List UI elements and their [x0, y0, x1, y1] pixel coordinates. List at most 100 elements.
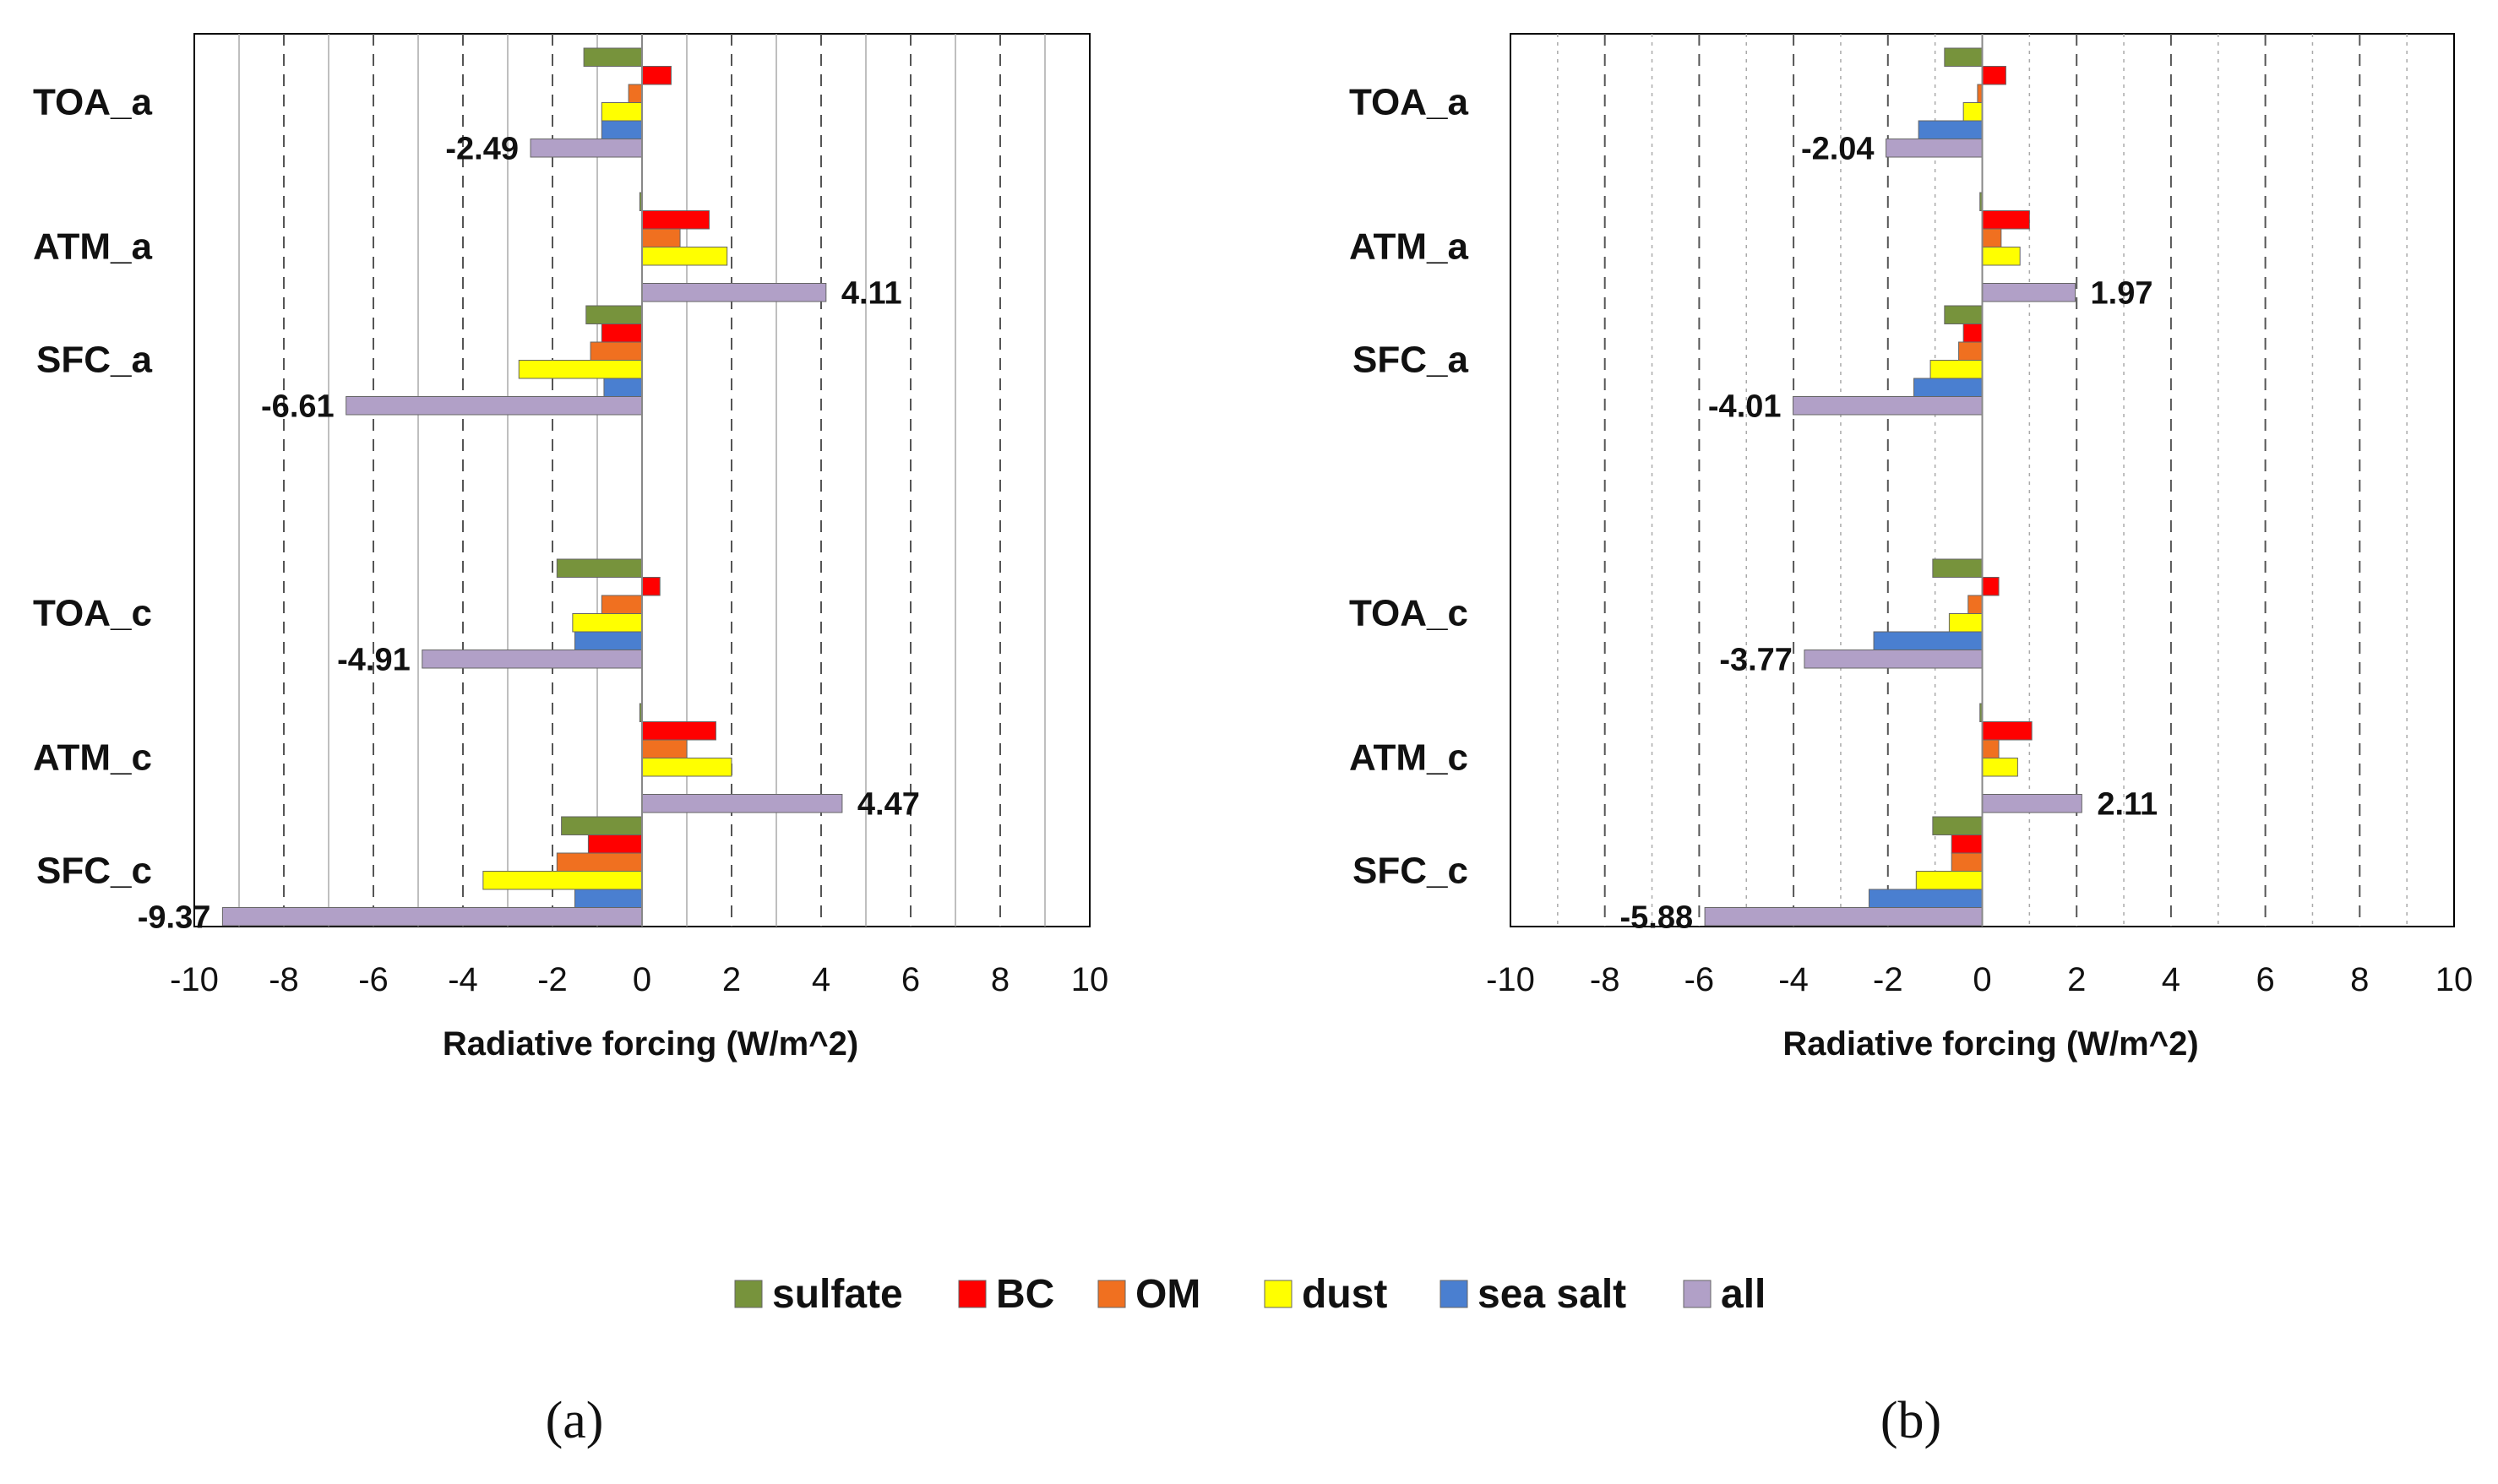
legend-label-all: all: [1721, 1272, 1766, 1317]
x-tick-label: -2: [1873, 961, 1903, 998]
bar-all-sfc-a: [346, 396, 643, 416]
bar-bc-sfc-a: [601, 323, 643, 343]
category-label-toa-c: TOA_c: [33, 593, 152, 634]
bar-bc-atm-a: [1982, 210, 2030, 230]
x-tick-label: 0: [1973, 961, 1991, 998]
bar-om-sfc-c: [556, 852, 643, 872]
bar-om-atm-a: [1982, 228, 2002, 247]
bar-bc-toa-c: [1982, 577, 2000, 596]
data-label-all-atm-c: 4.47: [857, 786, 920, 822]
data-label-all-toa-a: -2.04: [1801, 131, 1875, 166]
bar-om-toa-c: [601, 595, 643, 614]
legend-swatch-sulfate: [734, 1280, 763, 1308]
legend-label-bc: BC: [996, 1272, 1054, 1317]
data-label-all-sfc-a: -4.01: [1708, 389, 1782, 424]
bar-sulfate-sfc-c: [561, 816, 643, 835]
legend-label-sea-salt: sea salt: [1478, 1272, 1626, 1317]
data-label-all-atm-a: 1.97: [2091, 275, 2153, 311]
bar-bc-toa-c: [641, 577, 661, 596]
bar-bc-atm-c: [641, 721, 716, 741]
bar-om-toa-a: [628, 84, 643, 103]
category-label-atm-c: ATM_c: [33, 737, 152, 779]
bar-sea-salt-sfc-c: [574, 889, 643, 908]
bar-sea-salt-sfc-a: [1913, 378, 1984, 397]
data-label-all-sfc-c: -9.37: [138, 900, 211, 935]
bar-sulfate-sfc-c: [1932, 816, 1983, 835]
bar-all-toa-c: [1804, 650, 1984, 669]
legend-swatch-dust: [1264, 1280, 1293, 1308]
x-tick-label: 8: [991, 961, 1010, 998]
bar-bc-toa-a: [641, 66, 672, 85]
x-tick-label: -4: [448, 961, 478, 998]
x-tick-label: 6: [901, 961, 920, 998]
data-label-all-atm-a: 4.11: [841, 275, 902, 311]
bar-bc-toa-a: [1982, 66, 2006, 85]
x-tick-label: -10: [1486, 961, 1535, 998]
x-axis-title: Radiative forcing (W/m^2): [443, 1025, 858, 1063]
bar-sulfate-toa-a: [583, 47, 643, 67]
category-label-sfc-c: SFC_c: [1352, 851, 1468, 892]
x-tick-label: -8: [1590, 961, 1620, 998]
bar-all-sfc-c: [221, 907, 643, 927]
category-label-sfc-a: SFC_a: [36, 340, 152, 381]
legend-swatch-om: [1097, 1280, 1126, 1308]
x-tick-label: 10: [1071, 961, 1109, 998]
bar-om-sfc-a: [590, 341, 643, 361]
data-label-all-sfc-a: -6.61: [261, 389, 335, 424]
x-tick-label: 2: [2067, 961, 2086, 998]
bar-dust-atm-a: [641, 247, 728, 266]
bar-om-toa-c: [1967, 595, 1984, 614]
bar-sulfate-toa-c: [1932, 558, 1983, 578]
bar-sulfate-toa-c: [556, 558, 643, 578]
bar-dust-toa-a: [601, 102, 643, 122]
x-tick-label: 6: [2256, 961, 2274, 998]
bar-all-sfc-c: [1704, 907, 1984, 927]
legend-label-dust: dust: [1302, 1272, 1387, 1317]
chart-panel-a: TOA_a -2.49 ATM_a 4.11 SFC_a -6.61 TOA_c -4.91 A…: [33, 33, 1109, 1449]
x-tick-label: -6: [1684, 961, 1715, 998]
legend-swatch-sea-salt: [1439, 1280, 1468, 1308]
bar-all-toa-c: [422, 650, 643, 669]
x-tick-label: -8: [269, 961, 299, 998]
bar-sea-salt-toa-c: [1873, 631, 1983, 650]
data-label-all-sfc-c: -5.88: [1619, 900, 1693, 935]
data-label-all-toa-c: -3.77: [1719, 642, 1793, 677]
x-axis-title: Radiative forcing (W/m^2): [1782, 1025, 2198, 1063]
bar-dust-atm-a: [1982, 247, 2021, 266]
bar-sulfate-toa-a: [1944, 47, 1984, 67]
bar-dust-toa-c: [1948, 613, 1984, 633]
data-label-all-atm-c: 2.11: [2097, 786, 2158, 822]
bar-all-atm-c: [1982, 794, 2082, 813]
category-label-atm-a: ATM_a: [1349, 226, 1469, 268]
bar-dust-sfc-a: [518, 360, 643, 379]
bar-sea-salt-toa-a: [601, 120, 643, 139]
bar-all-atm-a: [641, 283, 827, 302]
bar-sea-salt-sfc-c: [1868, 889, 1983, 908]
legend-label-sulfate: sulfate: [772, 1272, 903, 1317]
category-label-sfc-a: SFC_a: [1352, 340, 1468, 381]
legend-swatch-bc: [958, 1280, 987, 1308]
legend: sulfate BC OM dust sea salt all: [734, 1272, 1766, 1317]
bar-om-atm-c: [641, 739, 688, 758]
legend-label-om: OM: [1135, 1272, 1200, 1317]
bar-om-atm-a: [641, 228, 681, 247]
bar-om-sfc-c: [1951, 852, 1984, 872]
x-tick-label: 10: [2435, 961, 2474, 998]
bar-sulfate-sfc-a: [1944, 305, 1984, 324]
bar-all-atm-c: [641, 794, 843, 813]
x-tick-label: 4: [812, 961, 830, 998]
bar-dust-sfc-c: [482, 871, 643, 890]
bar-dust-toa-a: [1962, 102, 1983, 122]
bar-all-toa-a: [530, 139, 643, 158]
x-tick-label: 4: [2162, 961, 2180, 998]
x-tick-label: -10: [170, 961, 219, 998]
bar-sea-salt-sfc-a: [603, 378, 643, 397]
x-tick-label: -4: [1778, 961, 1809, 998]
bar-dust-atm-c: [1982, 758, 2018, 777]
bar-om-sfc-a: [1958, 341, 1983, 361]
panel-label: (b): [1880, 1392, 1941, 1449]
bar-bc-atm-c: [1982, 721, 2033, 741]
chart-panel-b: TOA_a -2.04 ATM_a 1.97 SFC_a -4.01 TOA_c -3.77 A…: [1349, 33, 2474, 1449]
category-label-atm-a: ATM_a: [33, 226, 153, 268]
bar-bc-sfc-c: [587, 834, 643, 854]
